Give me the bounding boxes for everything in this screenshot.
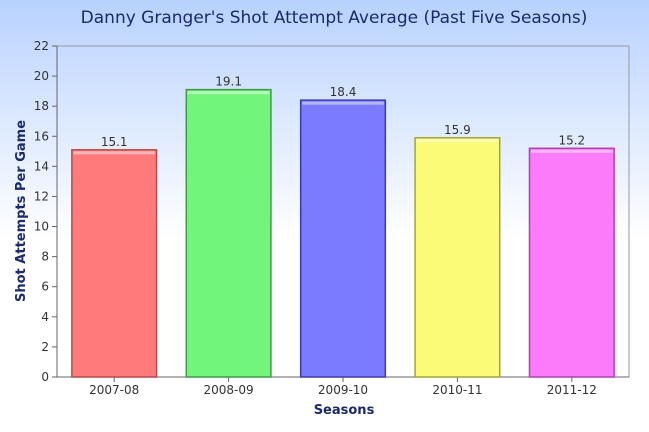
bar-data-label: 19.1 (215, 75, 242, 89)
bar-highlight (416, 139, 499, 143)
y-tick-label: 2 (41, 340, 49, 354)
bar (528, 147, 615, 378)
bar-group (528, 147, 615, 378)
bar (414, 137, 501, 378)
y-axis: 0 2 4 6 8 10 12 14 16 18 20 22 (34, 39, 58, 384)
y-tick-label: 16 (34, 129, 49, 143)
y-tick-label: 18 (34, 99, 49, 113)
x-tick-label: 2007-08 (89, 383, 139, 397)
x-axis: 2007-08 2008-09 2009-10 2010-11 2011-12 (57, 376, 629, 397)
y-tick-label: 8 (41, 250, 49, 264)
bar-data-label: 15.9 (444, 123, 471, 137)
bar (71, 149, 158, 378)
bar-series (71, 88, 615, 378)
data-labels: 15.1 19.1 18.4 15.9 15.2 (101, 75, 585, 149)
bar-group (185, 88, 272, 378)
y-tick-label: 10 (34, 220, 49, 234)
bar (185, 88, 272, 378)
bar-data-label: 18.4 (330, 85, 357, 99)
bar (299, 99, 387, 378)
x-tick-label: 2011-12 (547, 383, 597, 397)
y-axis-title: Shot Attempts Per Game (14, 120, 29, 302)
x-tick-label: 2009-10 (318, 383, 368, 397)
bar-group (71, 149, 158, 378)
y-tick-label: 14 (34, 159, 49, 173)
bar-highlight (302, 101, 384, 105)
bar-group (299, 99, 387, 378)
bar-highlight (73, 151, 156, 155)
y-tick-label: 12 (34, 189, 49, 203)
x-tick-label: 2010-11 (432, 383, 482, 397)
x-tick-label: 2008-09 (204, 383, 254, 397)
bar-highlight (530, 149, 613, 153)
x-axis-title: Seasons (314, 403, 375, 418)
bar-data-label: 15.1 (101, 135, 128, 149)
bar-highlight (187, 91, 270, 95)
y-tick-label: 22 (34, 39, 49, 53)
bar-data-label: 15.2 (558, 133, 585, 147)
y-tick-label: 6 (41, 280, 49, 294)
y-tick-label: 0 (41, 370, 49, 384)
y-tick-label: 20 (34, 69, 49, 83)
y-tick-label: 4 (41, 310, 49, 324)
chart-title: Danny Granger's Shot Attempt Average (Pa… (81, 8, 588, 28)
bar-group (414, 137, 501, 378)
